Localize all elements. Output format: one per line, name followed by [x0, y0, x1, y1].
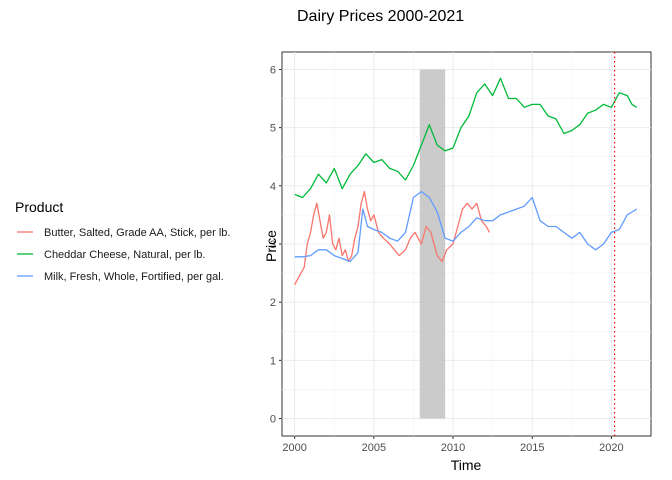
legend-label-1: Butter, Salted, Grade AA, Stick, per lb.: [44, 227, 230, 239]
x-tick-label: 2020: [599, 442, 623, 454]
legend-label-3: Milk, Fresh, Whole, Fortified, per gal.: [44, 271, 224, 283]
y-tick-label: 6: [270, 64, 276, 76]
series-layer: [294, 77, 638, 286]
recession-band-layer: [419, 69, 446, 419]
legend: Product Butter, Salted, Grade AA, Stick,…: [15, 199, 230, 283]
tick-layer: 2000 2005 2010 2015 2020 0 1 2 3 4 5 6: [270, 64, 624, 454]
series-line-3: [294, 190, 638, 263]
recession-band: [419, 69, 446, 419]
y-tick-label: 3: [270, 239, 276, 251]
series-line-2: [294, 77, 638, 199]
y-tick-label: 2: [270, 297, 276, 309]
x-tick-label: 2010: [441, 442, 465, 454]
x-tick-label: 2015: [520, 442, 544, 454]
x-tick-label: 2005: [362, 442, 386, 454]
series-line-1: [294, 190, 491, 286]
x-axis-title: Time: [451, 457, 482, 473]
legend-label-2: Cheddar Cheese, Natural, per lb.: [44, 249, 205, 261]
y-axis-title: Price: [263, 230, 279, 262]
y-tick-label: 4: [270, 181, 276, 193]
chart-title: Dairy Prices 2000-2021: [297, 8, 464, 25]
y-tick-label: 0: [270, 414, 276, 426]
legend-title: Product: [15, 199, 63, 215]
grid-layer: [282, 52, 651, 436]
y-tick-label: 5: [270, 123, 276, 135]
y-tick-label: 1: [270, 355, 276, 367]
x-tick-label: 2000: [282, 442, 306, 454]
